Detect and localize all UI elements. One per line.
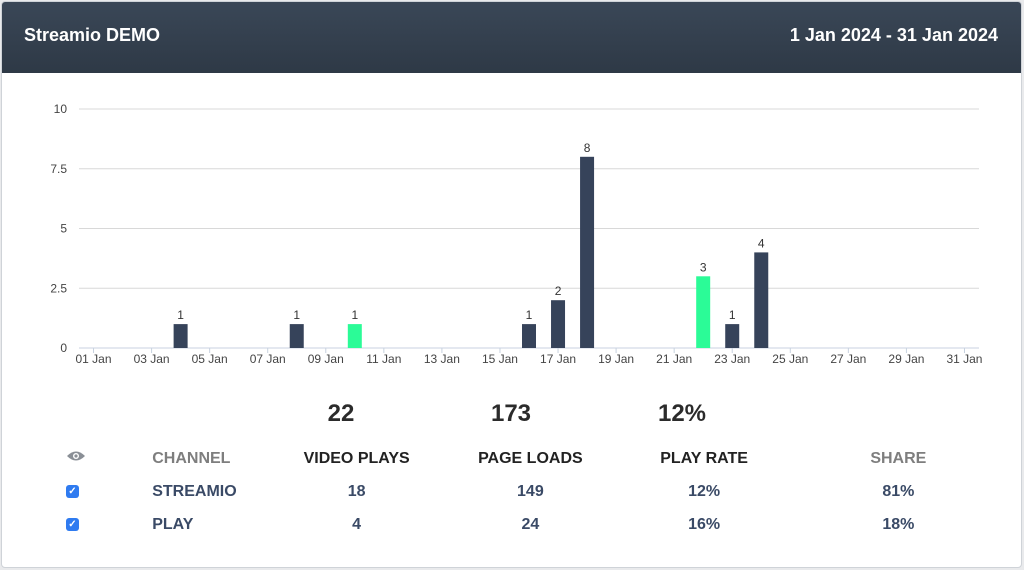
play-rate-cell: 16% — [688, 515, 721, 533]
data-label: 1 — [177, 308, 184, 322]
video-plays-cell: 4 — [352, 515, 362, 533]
bar — [289, 324, 304, 348]
x-tick-label: 13 Jan — [424, 352, 460, 366]
header-bar: Streamio DEMO 1 Jan 2024 - 31 Jan 2024 — [2, 2, 1021, 73]
x-tick-label: 05 Jan — [192, 352, 228, 366]
data-label: 1 — [293, 308, 300, 322]
video-plays-cell: 18 — [347, 482, 366, 500]
data-label: 3 — [700, 260, 707, 274]
x-tick-label: 21 Jan — [656, 352, 692, 366]
x-tick-label: 27 Jan — [830, 352, 866, 366]
data-label: 1 — [526, 308, 533, 322]
share-cell: 18% — [882, 515, 915, 533]
y-tick-label: 2.5 — [50, 281, 67, 295]
visibility-header[interactable] — [2, 442, 152, 475]
y-tick-label: 0 — [60, 341, 67, 355]
video-plays-header[interactable]: VIDEO PLAYS — [303, 449, 410, 467]
x-tick-label: 09 Jan — [308, 352, 344, 366]
play-rate-header[interactable]: PLAY RATE — [660, 449, 748, 467]
data-label: 1 — [729, 308, 736, 322]
bar — [580, 156, 595, 348]
date-range[interactable]: 1 Jan 2024 - 31 Jan 2024 — [789, 25, 998, 45]
page-loads-header[interactable]: PAGE LOADS — [478, 449, 583, 467]
channel-header[interactable]: CHANNEL — [152, 449, 231, 467]
eye-icon[interactable] — [66, 449, 86, 467]
page-loads-cell: 149 — [517, 482, 544, 500]
total-page-loads: 173 — [490, 400, 532, 427]
bar — [173, 324, 188, 348]
x-tick-label: 07 Jan — [250, 352, 286, 366]
y-tick-label: 7.5 — [50, 162, 67, 176]
channel-name: PLAY — [152, 515, 194, 533]
total-play-rate: 12% — [657, 400, 707, 427]
data-label: 8 — [584, 141, 591, 155]
video-plays-bar-chart: 0 2.5 5 7.5 10 01 Jan 03 Jan 05 Jan 07 Jan 09 Jan… — [50, 102, 982, 366]
y-tick-label: 5 — [60, 222, 67, 236]
bar — [696, 276, 711, 348]
bar — [551, 300, 566, 348]
data-label: 2 — [555, 284, 562, 298]
x-tick-label: 01 Jan — [76, 352, 112, 366]
x-tick-label: 29 Jan — [888, 352, 924, 366]
play-rate-cell: 12% — [688, 482, 721, 500]
x-tick-label: 11 Jan — [366, 352, 401, 366]
streamio-checkbox[interactable]: ✓ — [66, 484, 79, 498]
bar — [522, 324, 536, 348]
totals-row: 22 173 12% — [2, 400, 1021, 434]
x-tick-label: 15 Jan — [482, 352, 518, 366]
x-tick-label: 17 Jan — [540, 352, 576, 366]
channels-table: CHANNEL VIDEO PLAYS PAGE LOADS PLAY RATE… — [2, 442, 1021, 541]
total-video-plays: 22 — [327, 400, 355, 427]
page-loads-cell: 24 — [521, 515, 540, 533]
bar — [347, 324, 362, 348]
app-title: Streamio DEMO — [24, 25, 161, 45]
y-tick-label: 10 — [54, 102, 68, 116]
x-tick-label: 19 Jan — [598, 352, 634, 366]
x-tick-label: 03 Jan — [134, 352, 170, 366]
channel-name: STREAMIO — [152, 482, 237, 500]
share-header[interactable]: SHARE — [870, 449, 927, 467]
table-row: ✓ PLAY 4 24 16% 18% — [2, 508, 1021, 541]
share-cell: 81% — [882, 482, 915, 500]
table-row: ✓ STREAMIO 18 149 12% 81% — [2, 475, 1021, 508]
bar — [725, 324, 740, 348]
x-tick-label: 23 Jan — [714, 352, 750, 366]
play-checkbox[interactable]: ✓ — [66, 517, 79, 531]
table-header-row: CHANNEL VIDEO PLAYS PAGE LOADS PLAY RATE… — [2, 442, 1021, 475]
data-label: 1 — [351, 308, 358, 322]
bar — [754, 252, 769, 348]
x-tick-label: 31 Jan — [946, 352, 982, 366]
data-label: 4 — [758, 236, 765, 250]
x-tick-label: 25 Jan — [772, 352, 808, 366]
